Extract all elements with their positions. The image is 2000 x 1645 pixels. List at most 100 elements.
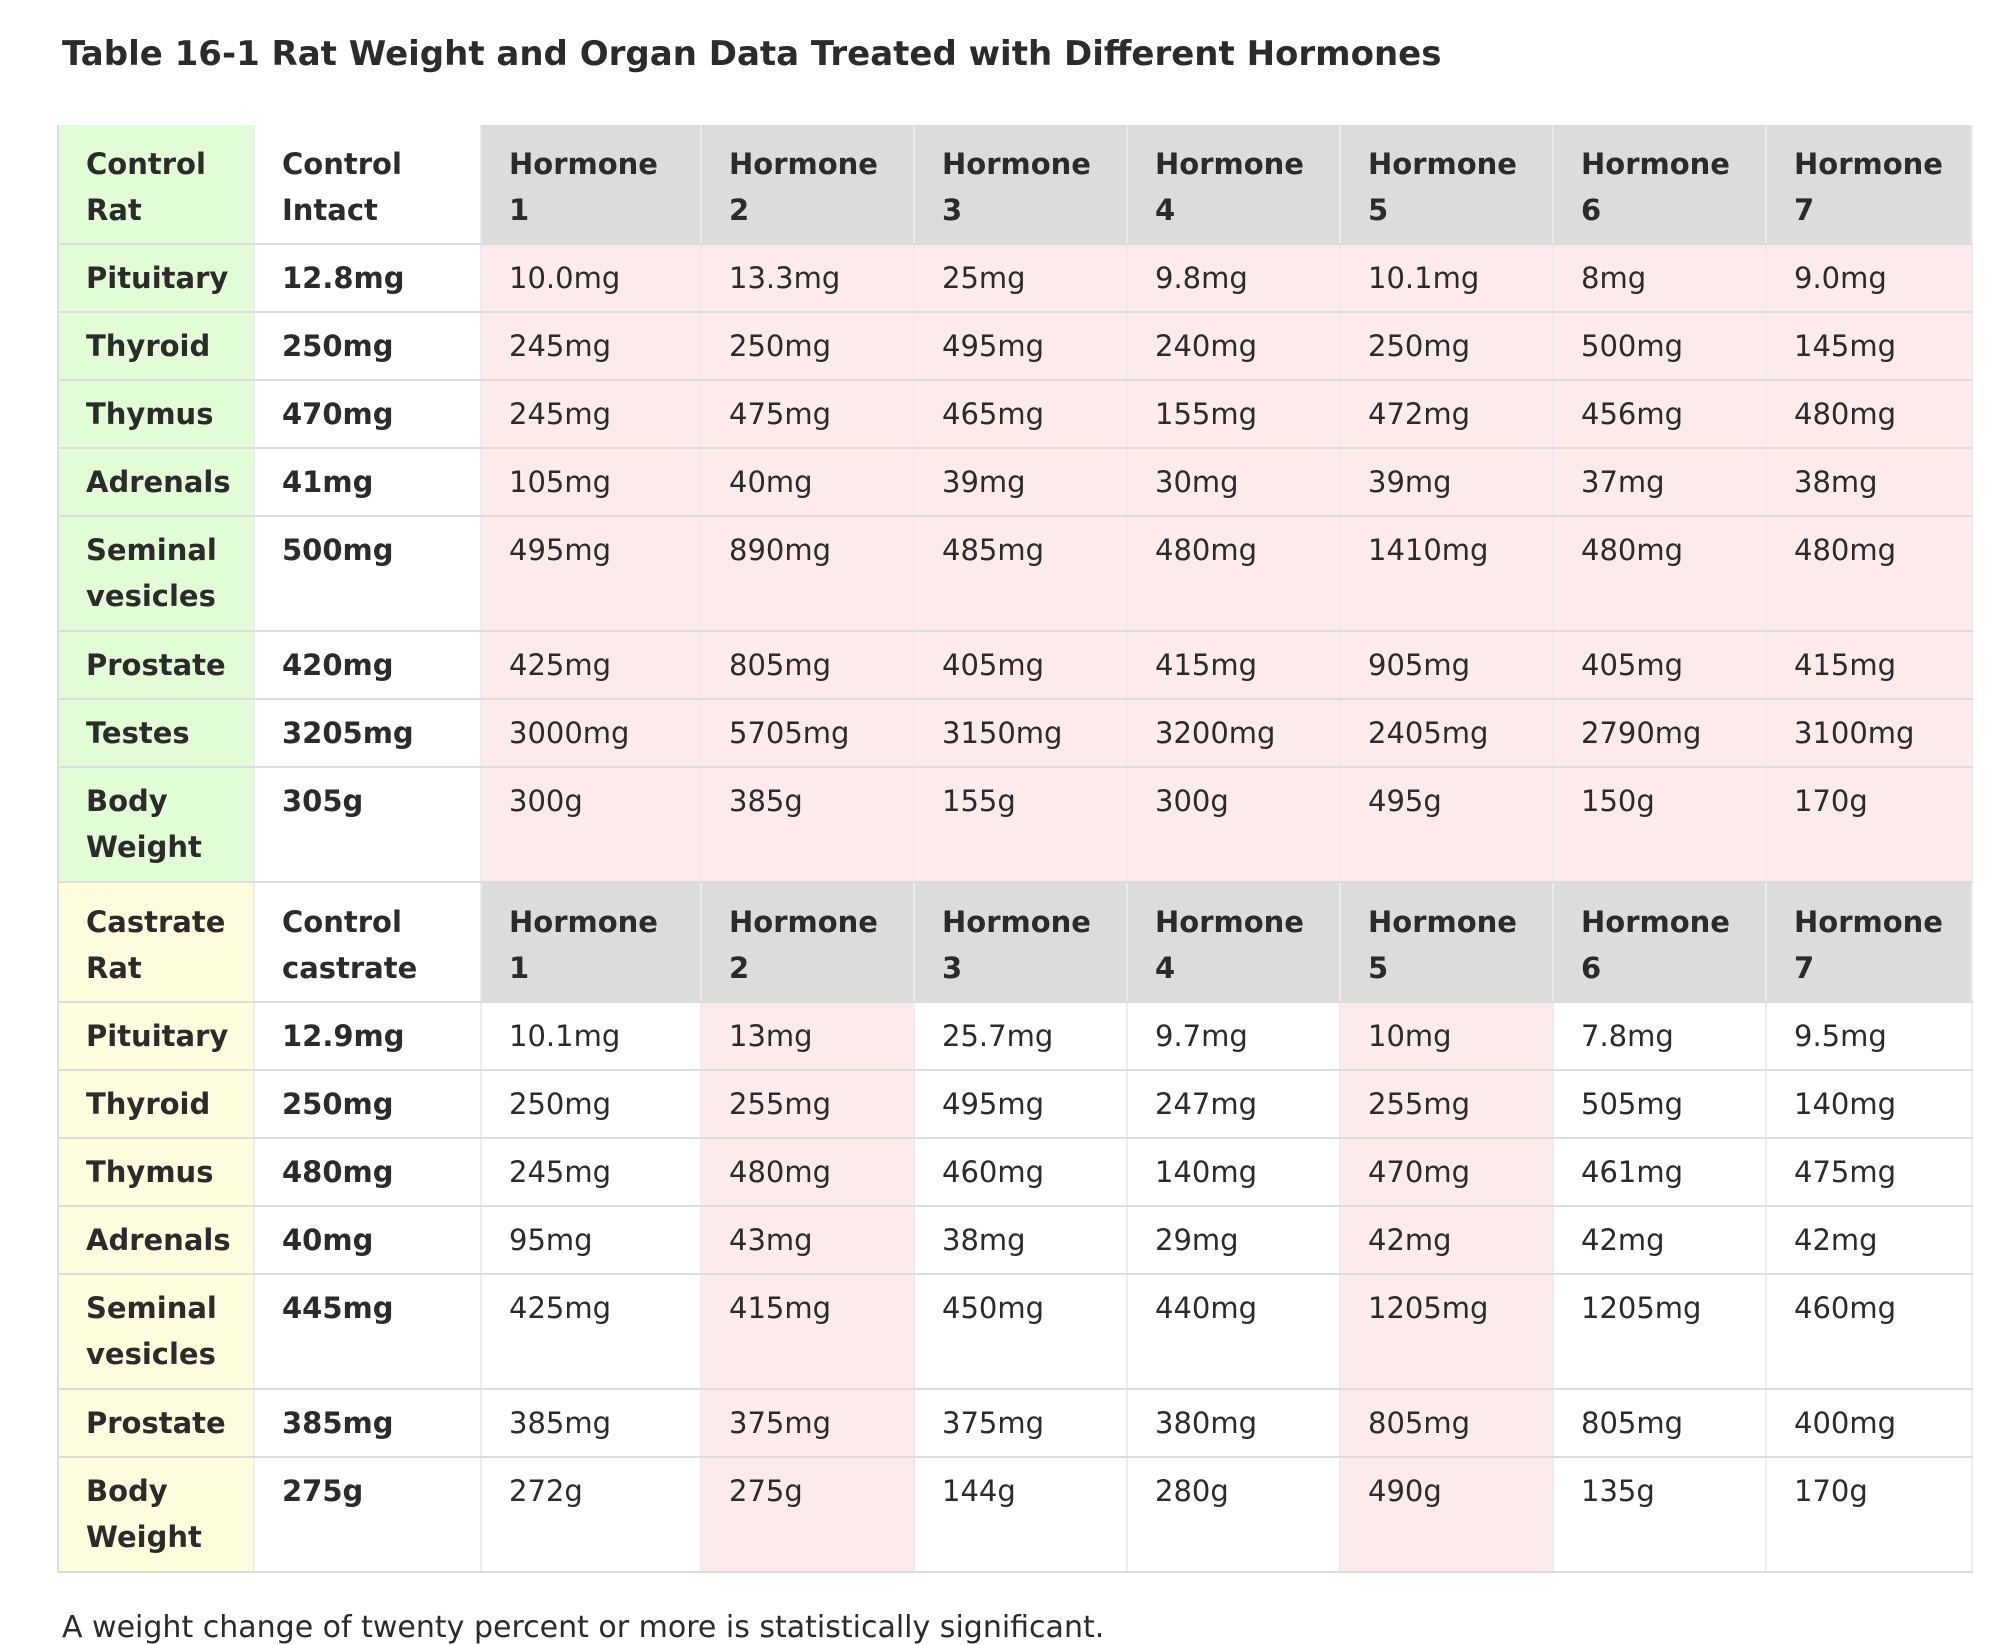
hormone-value-cell: 140mg (1127, 1138, 1341, 1207)
hormone-header-6: Hormone 6 (1553, 125, 1767, 245)
hormone-value-cell: 480mg (1553, 516, 1767, 632)
hormone-value-cell: 42mg (1766, 1206, 1973, 1275)
hormone-value-cell: 10.0mg (481, 244, 702, 313)
hormone-value-cell: 3200mg (1127, 699, 1341, 768)
hormone-value-cell: 805mg (1553, 1389, 1767, 1458)
hormone-value-cell: 250mg (481, 1070, 702, 1139)
hormone-header-2: Hormone 2 (701, 882, 915, 1003)
control-value: 420mg (254, 631, 482, 700)
organ-label: Thyroid (58, 312, 255, 381)
hormone-value-cell: 38mg (914, 1206, 1128, 1275)
hormone-value-cell: 10.1mg (481, 1002, 702, 1071)
hormone-value-cell: 385g (701, 767, 915, 883)
hormone-header-7: Hormone 7 (1766, 882, 1973, 1003)
hormone-value-cell: 1410mg (1340, 516, 1554, 632)
hormone-value-cell: 42mg (1340, 1206, 1554, 1275)
organ-label: Thyroid (58, 1070, 255, 1139)
hormone-value-cell: 805mg (701, 631, 915, 700)
hormone-value-cell: 415mg (1766, 631, 1973, 700)
hormone-value-cell: 240mg (1127, 312, 1341, 381)
hormone-value-cell: 465mg (914, 380, 1128, 449)
hormone-value-cell: 38mg (1766, 448, 1973, 517)
control-value: 250mg (254, 1070, 482, 1139)
hormone-value-cell: 300g (481, 767, 702, 883)
table-row: Prostate 420mg 425mg 805mg 405mg 415mg 905mg 40… (58, 631, 1973, 700)
hormone-value-cell: 8mg (1553, 244, 1767, 313)
control-value: 250mg (254, 312, 482, 381)
hormone-header-1: Hormone 1 (481, 125, 702, 245)
hormone-value-cell: 375mg (701, 1389, 915, 1458)
organ-label: Body Weight (58, 1457, 255, 1573)
table-caption: Table 16-1 Rat Weight and Organ Data Tre… (62, 34, 1442, 74)
hormone-value-cell: 37mg (1553, 448, 1767, 517)
hormone-value-cell: 470mg (1340, 1138, 1554, 1207)
hormone-header-3: Hormone 3 (914, 125, 1128, 245)
hormone-value-cell: 25.7mg (914, 1002, 1128, 1071)
hormone-value-cell: 480mg (1766, 380, 1973, 449)
control-value: 12.9mg (254, 1002, 482, 1071)
hormone-value-cell: 461mg (1553, 1138, 1767, 1207)
hormone-value-cell: 1205mg (1340, 1274, 1554, 1390)
hormone-value-cell: 1205mg (1553, 1274, 1767, 1390)
hormone-value-cell: 170g (1766, 1457, 1973, 1573)
hormone-value-cell: 3150mg (914, 699, 1128, 768)
hormone-value-cell: 250mg (701, 312, 915, 381)
hormone-value-cell: 490g (1340, 1457, 1554, 1573)
hormone-value-cell: 9.7mg (1127, 1002, 1341, 1071)
hormone-value-cell: 505mg (1553, 1070, 1767, 1139)
control-value: 500mg (254, 516, 482, 632)
organ-label: Testes (58, 699, 255, 768)
hormone-value-cell: 425mg (481, 631, 702, 700)
hormone-value-cell: 380mg (1127, 1389, 1341, 1458)
hormone-value-cell: 10mg (1340, 1002, 1554, 1071)
footnote: A weight change of twenty percent or mor… (62, 1610, 1105, 1645)
hormone-value-cell: 272g (481, 1457, 702, 1573)
hormone-value-cell: 144g (914, 1457, 1128, 1573)
hormone-value-cell: 480mg (1766, 516, 1973, 632)
hormone-value-cell: 480mg (701, 1138, 915, 1207)
hormone-value-cell: 385mg (481, 1389, 702, 1458)
castrate-control-label: Control castrate (254, 882, 482, 1003)
table-row: Seminal vesicles 445mg 425mg 415mg 450mg 440m… (58, 1274, 1973, 1390)
organ-label: Body Weight (58, 767, 255, 883)
hormone-value-cell: 43mg (701, 1206, 915, 1275)
hormone-value-cell: 95mg (481, 1206, 702, 1275)
hormone-value-cell: 2405mg (1340, 699, 1554, 768)
hormone-header-1: Hormone 1 (481, 882, 702, 1003)
hormone-value-cell: 440mg (1127, 1274, 1341, 1390)
hormone-value-cell: 9.8mg (1127, 244, 1341, 313)
hormone-header-7: Hormone 7 (1766, 125, 1973, 245)
hormone-header-4: Hormone 4 (1127, 125, 1341, 245)
table-row: Thyroid 250mg 250mg 255mg 495mg 247mg 255mg 505… (58, 1070, 1973, 1139)
hormone-value-cell: 40mg (701, 448, 915, 517)
hormone-value-cell: 495mg (914, 1070, 1128, 1139)
organ-label: Seminal vesicles (58, 516, 255, 632)
hormone-value-cell: 375mg (914, 1389, 1128, 1458)
hormone-value-cell: 275g (701, 1457, 915, 1573)
table-row: Body Weight 275g 272g 275g 144g 280g 490g 135g 1… (58, 1457, 1973, 1573)
control-value: 41mg (254, 448, 482, 517)
organ-label: Pituitary (58, 1002, 255, 1071)
hormone-value-cell: 405mg (1553, 631, 1767, 700)
hormone-value-cell: 7.8mg (1553, 1002, 1767, 1071)
hormone-value-cell: 300g (1127, 767, 1341, 883)
hormone-value-cell: 400mg (1766, 1389, 1973, 1458)
hormone-value-cell: 475mg (701, 380, 915, 449)
control-control-label: Control Intact (254, 125, 482, 245)
hormone-value-cell: 155g (914, 767, 1128, 883)
hormone-value-cell: 42mg (1553, 1206, 1767, 1275)
hormone-value-cell: 29mg (1127, 1206, 1341, 1275)
organ-label: Prostate (58, 1389, 255, 1458)
table-body: Control Rat Control Intact Hormone 1 Hormon… (58, 125, 1973, 1573)
control-corner-label: Control Rat (58, 125, 255, 245)
hormone-value-cell: 245mg (481, 1138, 702, 1207)
hormone-value-cell: 475mg (1766, 1138, 1973, 1207)
table-row: Adrenals 40mg 95mg 43mg 38mg 29mg 42mg 42mg 42mg (58, 1206, 1973, 1275)
hormone-value-cell: 425mg (481, 1274, 702, 1390)
organ-label: Pituitary (58, 244, 255, 313)
hormone-value-cell: 105mg (481, 448, 702, 517)
hormone-value-cell: 5705mg (701, 699, 915, 768)
control-value: 480mg (254, 1138, 482, 1207)
hormone-value-cell: 460mg (1766, 1274, 1973, 1390)
control-header-row: Control Rat Control Intact Hormone 1 Hormon… (58, 125, 1973, 245)
